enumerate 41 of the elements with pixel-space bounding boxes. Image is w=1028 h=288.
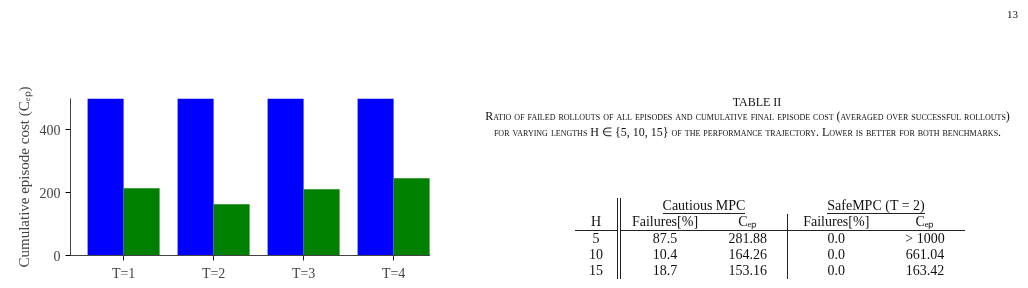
x-tick-label: T=1 (111, 265, 136, 281)
bar (123, 188, 160, 256)
text: 661.04 (904, 247, 946, 263)
y-tick-label: 200 (39, 185, 61, 201)
x-tick-label: T=4 (381, 265, 406, 281)
text: > 1000 (904, 230, 946, 247)
bar (267, 98, 304, 256)
text: H (575, 214, 619, 231)
text: 153.16 (727, 263, 768, 279)
text: 10 (588, 247, 604, 263)
text: Failures[%] (787, 214, 885, 231)
text: Cₑₚ (885, 214, 965, 231)
bar (87, 98, 124, 256)
bar (393, 178, 430, 256)
bar (213, 204, 250, 256)
text: Cₑₚ (709, 214, 787, 231)
bar (303, 189, 340, 256)
text: Cautious MPC (662, 198, 746, 214)
text: 0.0 (787, 230, 885, 247)
y-axis-title: Cumulative episode cost (Cₑₚ) (15, 86, 33, 268)
text: 0.0 (787, 247, 885, 263)
bar (177, 98, 214, 256)
text: 5 (591, 230, 601, 247)
x-tick-label: T=2 (201, 265, 226, 281)
text: 281.88 (727, 230, 768, 247)
text: Failures[%] (619, 214, 709, 231)
y-tick-label: 400 (39, 122, 61, 138)
text: SafeMPC (T = 2) (827, 198, 925, 214)
text: TABLE II (731, 94, 783, 111)
text: 87.5 (619, 230, 709, 247)
text: 18.7 (619, 263, 709, 279)
y-tick-label: 0 (53, 248, 61, 264)
text: 15 (588, 263, 604, 279)
x-tick-label: T=3 (291, 265, 316, 281)
bar (357, 98, 394, 256)
text: 164.26 (727, 247, 768, 263)
text: 163.42 (904, 263, 946, 279)
text: Ratio of failed rollouts of all episodes and cumulative final episode cost (averaged over successful rollouts) for varying lengths H ∈ {5, 10, 15} of the performance trajectory. Lower is better for both benchmarks. (485, 108, 1010, 140)
text: 13 (1007, 7, 1018, 22)
text: 0.0 (787, 263, 885, 279)
text: 10.4 (619, 247, 709, 263)
